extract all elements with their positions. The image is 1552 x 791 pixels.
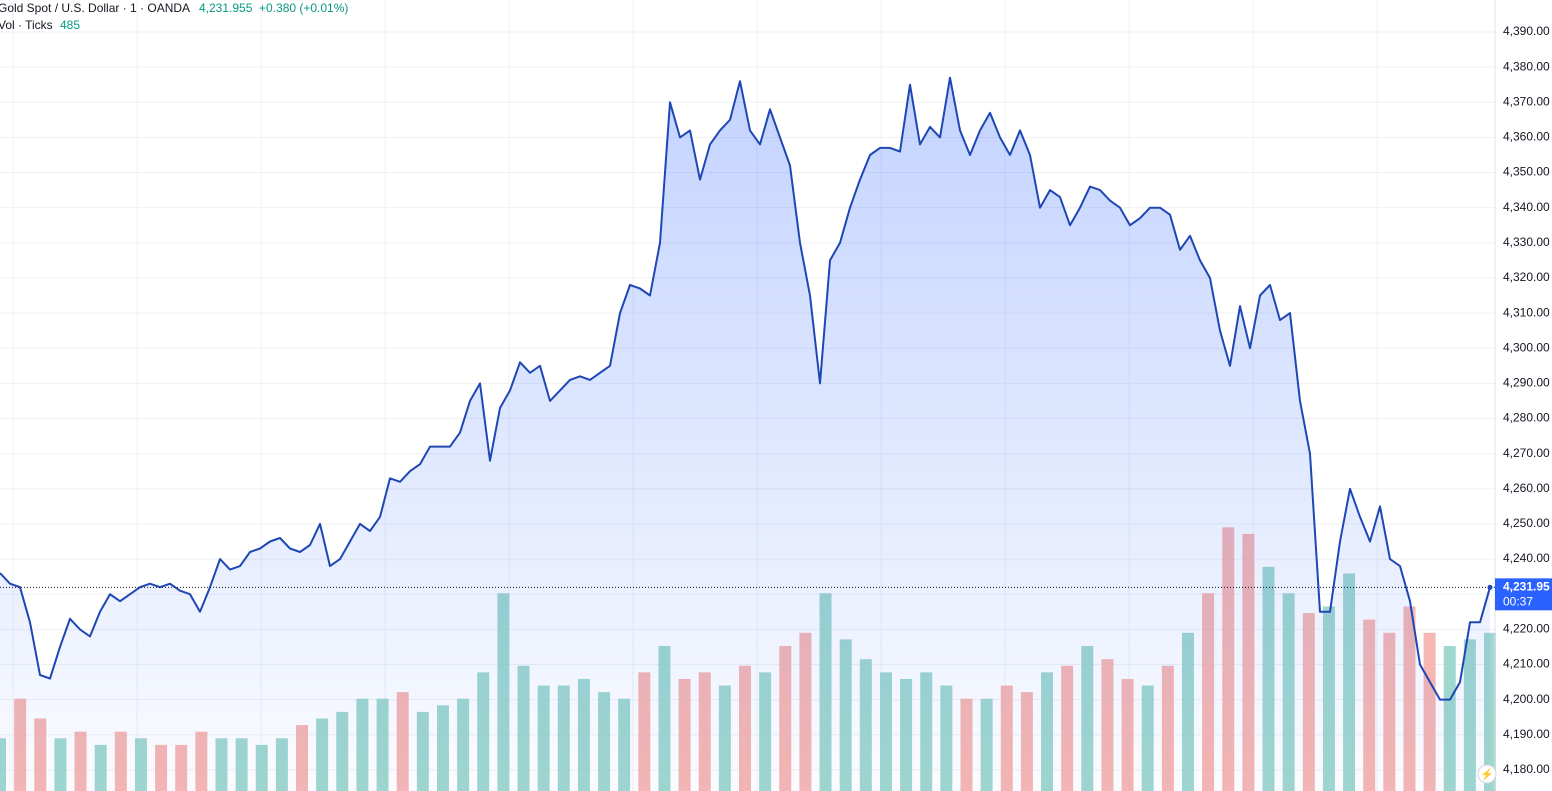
lightning-button[interactable] [1477, 764, 1497, 784]
y-tick-label: 4,240.00 [1503, 551, 1550, 565]
y-tick-label: 4,330.00 [1503, 235, 1550, 249]
last-price-dot [1487, 584, 1493, 590]
y-tick-label: 4,180.00 [1503, 762, 1550, 776]
countdown: 00:37 [1503, 595, 1533, 609]
y-tick-label: 4,360.00 [1503, 130, 1550, 144]
y-tick-label: 4,290.00 [1503, 376, 1550, 390]
y-tick-label: 4,210.00 [1503, 657, 1550, 671]
y-tick-label: 4,280.00 [1503, 411, 1550, 425]
y-tick-label: 4,350.00 [1503, 165, 1550, 179]
y-tick-label: 4,370.00 [1503, 94, 1550, 108]
y-tick-label: 4,270.00 [1503, 446, 1550, 460]
plot [0, 76, 1491, 791]
y-tick-label: 4,250.00 [1503, 516, 1550, 530]
y-tick-label: 4,260.00 [1503, 481, 1550, 495]
area-fill [0, 77, 1490, 791]
y-tick-label: 4,190.00 [1503, 727, 1550, 741]
volume-label: Vol · Ticks [0, 18, 53, 32]
y-tick-label: 4,340.00 [1503, 200, 1550, 214]
price-line [0, 76, 1491, 701]
y-tick-label: 4,220.00 [1503, 622, 1550, 636]
y-tick-label: 4,380.00 [1503, 59, 1550, 73]
volume-value: 485 [60, 18, 80, 32]
y-tick-label: 4,320.00 [1503, 270, 1550, 284]
y-tick-label: 4,390.00 [1503, 24, 1550, 38]
change: +0.380 (+0.01%) [259, 1, 348, 15]
y-axis: 4,180.00 4,190.00 4,200.00 4,210.00 4,220.00… [1503, 24, 1550, 776]
price: 4,231.955 [199, 1, 253, 15]
last-price-box [1495, 578, 1552, 611]
y-tick-label: 4,310.00 [1503, 305, 1550, 319]
y-tick-label: 4,300.00 [1503, 340, 1550, 354]
lightning-icon: ⚡ [1480, 768, 1494, 781]
symbol: Gold Spot / U.S. Dollar · 1 · OANDA [0, 1, 190, 15]
y-tick-label: 4,200.00 [1503, 692, 1550, 706]
last-price-label: 4,231.95 [1503, 580, 1550, 594]
